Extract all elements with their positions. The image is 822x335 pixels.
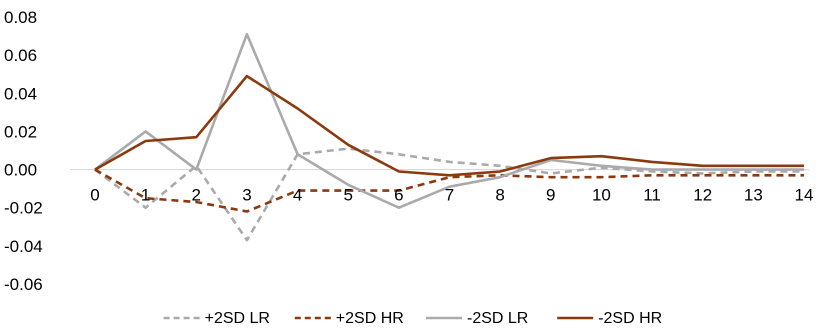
x-tick-label: 10 bbox=[592, 186, 611, 205]
y-tick-label: 0.06 bbox=[4, 46, 37, 65]
legend-label: -2SD LR bbox=[467, 310, 528, 327]
y-tick-label: 0.04 bbox=[4, 84, 37, 103]
legend-label: +2SD LR bbox=[205, 310, 270, 327]
series-line-0 bbox=[94, 147, 804, 242]
y-tick-label: -0.06 bbox=[4, 275, 43, 294]
x-tick-label: 0 bbox=[90, 186, 99, 205]
series-line-1 bbox=[94, 168, 804, 213]
x-tick-label: 1 bbox=[141, 186, 150, 205]
series-line-3 bbox=[94, 74, 804, 177]
x-tick-label: 7 bbox=[445, 186, 454, 205]
x-tick-label: 9 bbox=[546, 186, 555, 205]
x-tick-label: 11 bbox=[643, 186, 661, 205]
y-tick-label: 0.08 bbox=[4, 8, 37, 27]
y-tick-label: 0.02 bbox=[4, 122, 37, 141]
x-tick-label: 8 bbox=[495, 186, 504, 205]
legend-label: -2SD HR bbox=[598, 310, 662, 327]
series-line-2 bbox=[94, 32, 804, 209]
x-tick-label: 13 bbox=[744, 186, 763, 205]
x-axis-ticks: 0 1 2 3 4 5 6 7 8 9 10 11 12 13 14 bbox=[90, 186, 813, 205]
y-axis-ticks: 0.08 0.06 0.04 0.02 0.00 -0.02 -0.04 -0.06 bbox=[4, 8, 43, 294]
y-tick-label: 0.00 bbox=[4, 161, 37, 180]
y-tick-label: -0.04 bbox=[4, 237, 43, 256]
x-tick-label: 3 bbox=[242, 186, 251, 205]
x-tick-label: 6 bbox=[394, 186, 403, 205]
x-tick-label: 2 bbox=[192, 186, 201, 205]
y-tick-label: -0.02 bbox=[4, 199, 43, 218]
series-lines bbox=[94, 32, 804, 242]
x-tick-label: 4 bbox=[293, 186, 302, 205]
x-tick-label: 5 bbox=[343, 186, 352, 205]
legend-label: +2SD HR bbox=[336, 310, 404, 327]
legend: +2SD LR +2SD HR -2SD LR -2SD HR bbox=[163, 310, 662, 327]
x-tick-label: 14 bbox=[795, 186, 814, 205]
x-tick-label: 12 bbox=[693, 186, 712, 205]
